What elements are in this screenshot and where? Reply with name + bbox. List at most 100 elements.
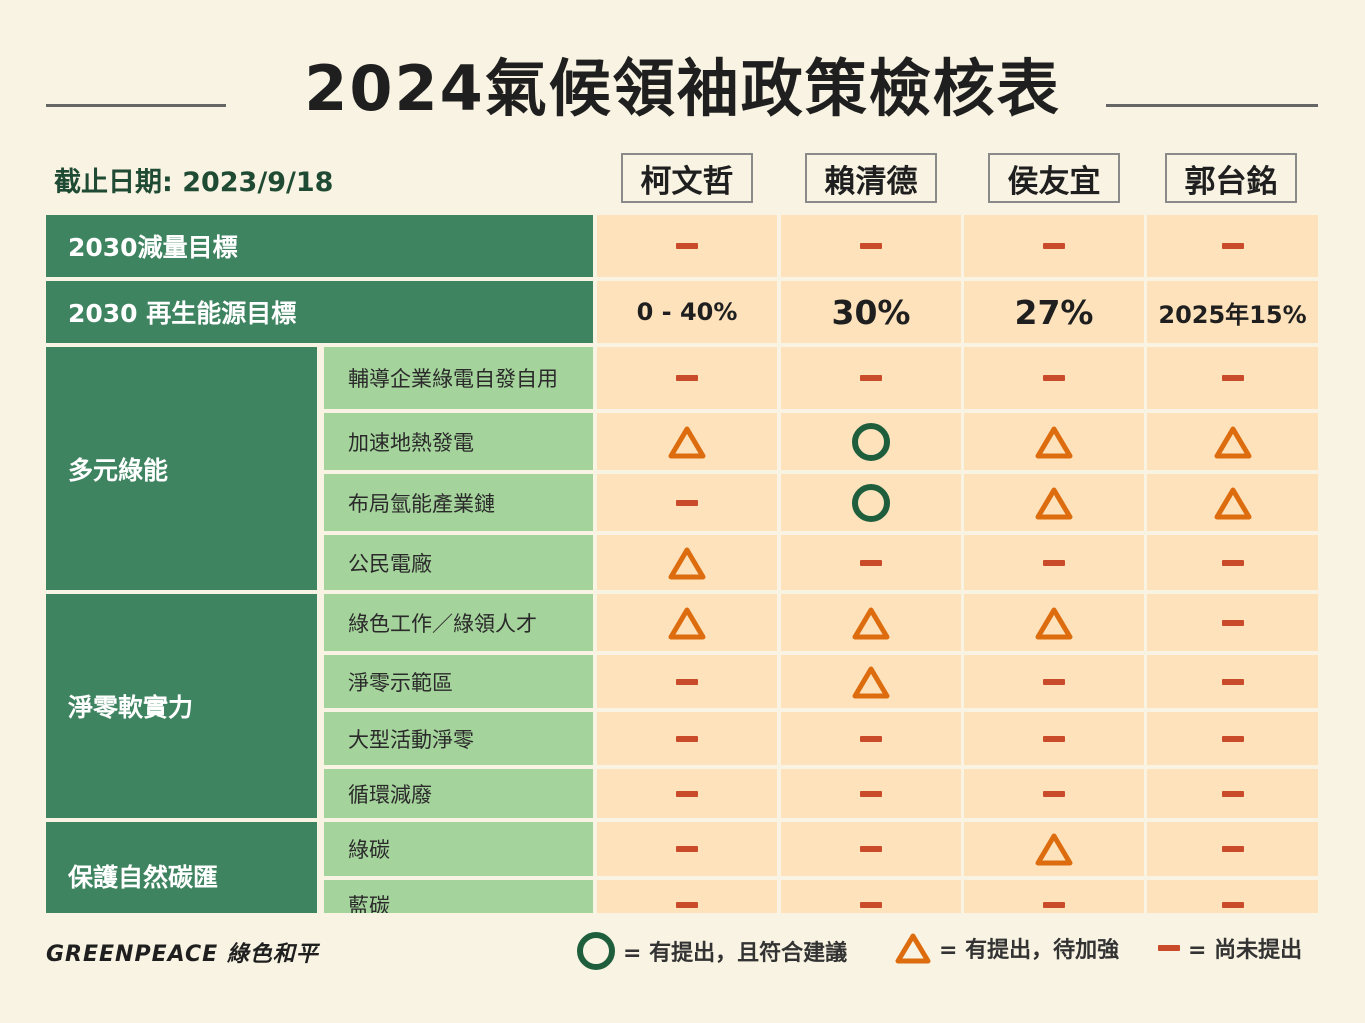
dash-icon — [1043, 735, 1065, 742]
greenpeace-logo: GREENPEACE 綠色和平 — [46, 942, 319, 967]
dash-icon — [860, 901, 882, 908]
value-cell — [597, 215, 777, 277]
value-cell — [964, 655, 1144, 708]
value-cell — [964, 413, 1144, 470]
candidate-header: 侯友宜 — [988, 153, 1120, 203]
value-cell — [781, 413, 961, 470]
group-label-text: 多元綠能 — [68, 455, 169, 485]
legend-circle: = 有提出，且符合建議 — [577, 932, 847, 970]
group-label: 保護自然碳匯 — [46, 822, 317, 913]
value-cell — [597, 535, 777, 590]
sub-label: 綠碳 — [324, 822, 593, 876]
sub-label: 藍碳 — [324, 880, 593, 913]
row-label-text: 2030 再生能源目標 — [68, 299, 297, 328]
target-value: 0 - 40% — [636, 298, 738, 326]
sub-label: 淨零示範區 — [324, 655, 593, 708]
dash-icon — [676, 499, 698, 506]
value-cell — [597, 347, 777, 409]
sub-label-text: 布局氫能產業鏈 — [348, 491, 495, 516]
sub-label: 輔導企業綠電自發自用 — [324, 347, 593, 409]
triangle-icon — [852, 666, 890, 698]
value-cell — [781, 880, 961, 913]
value-cell — [781, 347, 961, 409]
sub-label: 大型活動淨零 — [324, 712, 593, 765]
triangle-icon — [668, 547, 706, 579]
title-line-left — [46, 104, 226, 107]
triangle-icon — [1035, 487, 1073, 519]
value-cell — [964, 535, 1144, 590]
group-label: 淨零軟實力 — [46, 594, 317, 818]
dash-icon — [676, 846, 698, 852]
value-cell — [597, 822, 777, 876]
value-cell — [781, 769, 961, 818]
dash-icon — [1221, 790, 1244, 797]
dash-icon — [1221, 559, 1244, 566]
value-cell — [964, 474, 1144, 531]
value-cell — [781, 822, 961, 876]
value-cell — [1147, 880, 1318, 913]
triangle-icon — [668, 607, 706, 639]
value-cell — [1147, 594, 1318, 651]
triangle-icon — [895, 933, 931, 964]
value-cell — [1147, 769, 1318, 818]
dash-icon — [860, 559, 882, 566]
sub-label-text: 綠碳 — [348, 838, 390, 862]
value-cell — [597, 769, 777, 818]
circle-icon — [852, 483, 890, 522]
value-cell — [964, 215, 1144, 277]
value-cell — [597, 594, 777, 651]
value-cell — [964, 347, 1144, 409]
page-title: 2024氣候領袖政策檢核表 — [304, 52, 1061, 125]
dash-icon — [1221, 619, 1244, 626]
sub-label: 加速地熱發電 — [324, 413, 593, 470]
dash-icon — [860, 243, 882, 249]
value-cell — [781, 474, 961, 531]
value-cell — [781, 655, 961, 708]
value-cell — [1147, 655, 1318, 708]
dash-icon — [1043, 678, 1065, 685]
value-cell — [597, 655, 777, 708]
triangle-icon — [1214, 487, 1251, 519]
group-label-text: 淨零軟實力 — [68, 693, 194, 722]
legend-dash-label: = 尚未提出 — [1188, 938, 1303, 963]
dash-icon — [1221, 375, 1244, 381]
dash-icon — [860, 846, 882, 852]
dash-icon — [1221, 735, 1244, 742]
value-cell: 30% — [781, 281, 961, 343]
title-line-right — [1106, 104, 1318, 107]
value-cell — [597, 413, 777, 470]
dash-icon — [676, 375, 698, 381]
legend-dash: = 尚未提出 — [1158, 932, 1302, 964]
target-value: 27% — [1014, 292, 1094, 332]
value-cell — [781, 594, 961, 651]
circle-icon — [577, 932, 615, 970]
dash-icon — [1221, 678, 1244, 685]
value-cell — [964, 594, 1144, 651]
legend-triangle-label: = 有提出，待加強 — [939, 938, 1120, 963]
sub-label: 綠色工作／綠領人才 — [324, 594, 593, 651]
dash-icon — [676, 735, 698, 742]
sub-label-text: 循環減廢 — [348, 782, 432, 807]
dash-icon — [676, 790, 698, 797]
triangle-icon — [668, 426, 706, 458]
sub-label-text: 大型活動淨零 — [348, 727, 474, 752]
dash-icon — [860, 735, 882, 742]
dash-icon — [1221, 243, 1244, 249]
row-label: 2030減量目標 — [46, 215, 593, 277]
value-cell — [1147, 347, 1318, 409]
legend-triangle: = 有提出，待加強 — [895, 932, 1119, 964]
triangle-icon — [852, 607, 890, 639]
candidate-header: 郭台銘 — [1165, 153, 1297, 203]
policy-table: 2030減量目標 2030 再生能源目標 0 - 40% 30% 27% 2025年15%… — [46, 215, 1318, 913]
dash-icon — [1043, 790, 1065, 797]
target-value: 2025年15% — [1158, 300, 1307, 329]
value-cell — [964, 880, 1144, 913]
legend-circle-label: = 有提出，且符合建議 — [623, 941, 848, 966]
value-cell: 0 - 40% — [597, 281, 777, 343]
value-cell — [781, 535, 961, 590]
dash-icon — [1158, 945, 1180, 951]
circle-icon — [852, 422, 890, 461]
sub-label-text: 藍碳 — [348, 893, 390, 914]
dash-icon — [860, 375, 882, 381]
sub-label: 循環減廢 — [324, 769, 593, 818]
